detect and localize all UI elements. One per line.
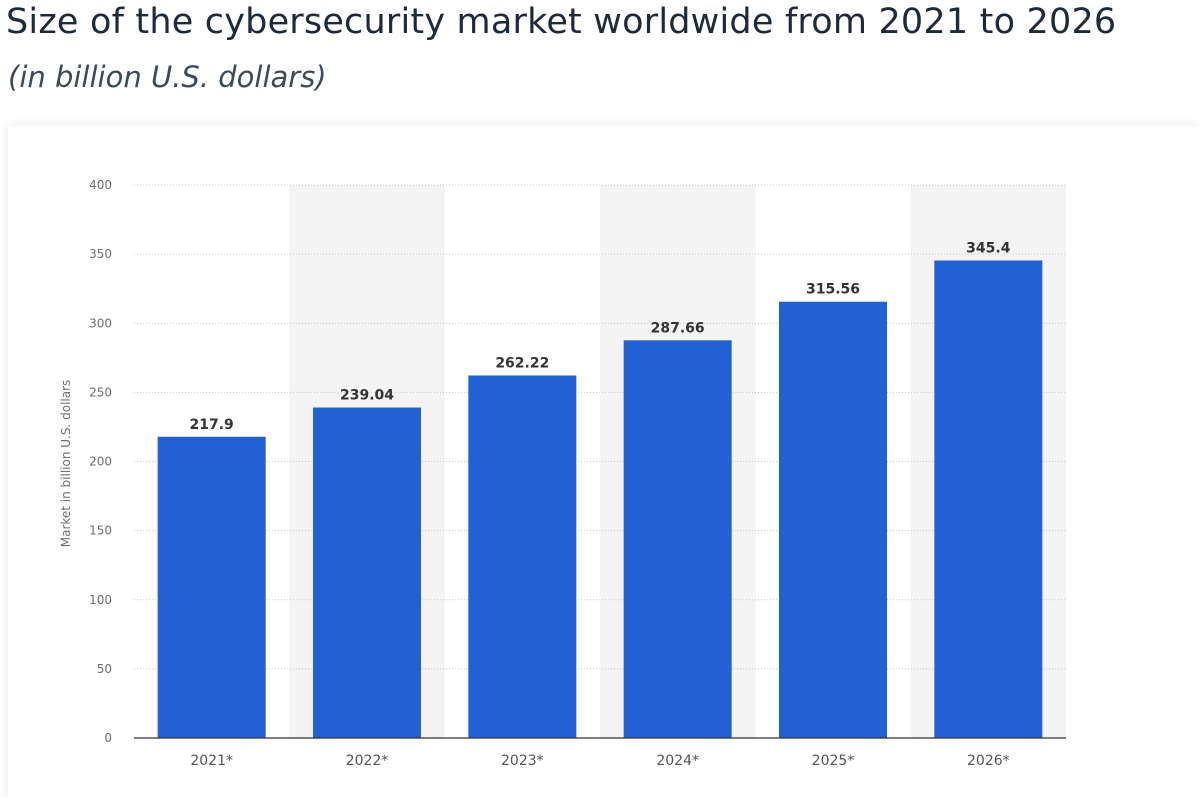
y-tick-label: 150 (89, 524, 112, 538)
y-axis-ticks: 0 50 100 150 200 250 300 350 400 (89, 178, 112, 745)
chart-title: Size of the cybersecurity market worldwi… (6, 2, 1117, 42)
y-tick-label: 0 (104, 731, 112, 745)
x-tick-label: 2022* (346, 753, 389, 769)
y-tick-label: 100 (89, 593, 112, 607)
y-tick-label: 50 (97, 662, 112, 676)
y-tick-label: 250 (89, 385, 112, 399)
bar[interactable] (157, 436, 266, 738)
gridlines (134, 184, 1066, 670)
value-label: 315.56 (806, 282, 860, 298)
bar[interactable] (779, 301, 887, 738)
bar[interactable] (313, 407, 421, 738)
x-tick-label: 2021* (190, 753, 233, 769)
value-label: 345.4 (966, 240, 1011, 256)
y-axis-title: Market in billion U.S. dollars (59, 380, 73, 548)
x-tick-label: 2025* (812, 753, 855, 769)
chart-subtitle: (in billion U.S. dollars) (8, 60, 327, 94)
x-tick-label: 2026* (967, 753, 1010, 769)
chart-card: 0 50 100 150 200 250 300 350 400 217.9 239.04 262.… (8, 126, 1200, 797)
y-tick-label: 300 (89, 316, 112, 330)
y-tick-label: 350 (89, 247, 112, 261)
bar[interactable] (468, 375, 577, 738)
value-label: 262.22 (495, 355, 549, 371)
value-labels: 217.9 239.04 262.22 287.66 315.56 345.4 (190, 240, 1011, 432)
x-tick-label: 2024* (656, 753, 699, 769)
bars (157, 260, 1043, 738)
value-label: 239.04 (340, 388, 394, 404)
x-axis-labels: 2021* 2022* 2023* 2024* 2025* 2026* (190, 753, 1009, 769)
bar-chart: 0 50 100 150 200 250 300 350 400 217.9 239.04 262.… (59, 178, 1066, 769)
bar[interactable] (623, 340, 732, 738)
y-tick-label: 400 (89, 178, 112, 192)
x-tick-label: 2023* (501, 753, 544, 769)
bar[interactable] (934, 260, 1043, 738)
value-label: 217.9 (190, 417, 234, 433)
value-label: 287.66 (651, 320, 705, 336)
y-tick-label: 200 (89, 455, 112, 469)
